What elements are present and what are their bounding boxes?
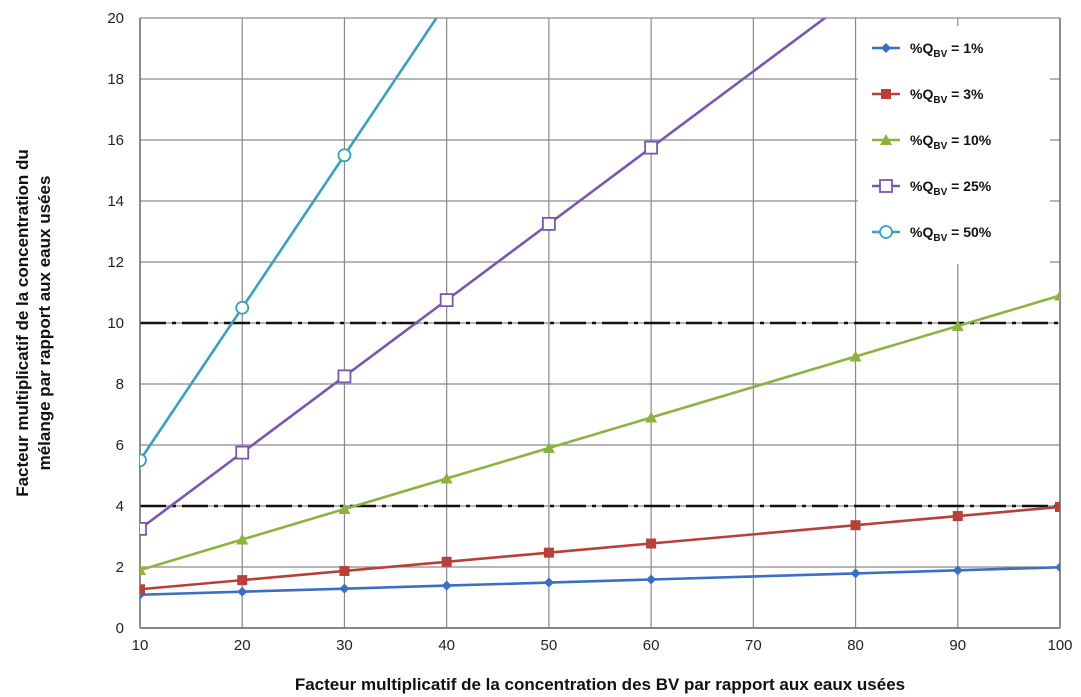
- legend-item: %QBV = 3%: [872, 86, 984, 106]
- data-point: [339, 565, 350, 576]
- x-axis-title: Facteur multiplicatif de la concentratio…: [295, 675, 905, 694]
- legend-label: %QBV = 50%: [910, 224, 992, 244]
- data-point: [1055, 562, 1060, 573]
- y-tick-label: 6: [116, 437, 124, 454]
- legend-label: %QBV = 10%: [910, 132, 992, 152]
- x-tick-label: 50: [541, 637, 558, 654]
- legend-swatch-marker: [879, 225, 893, 239]
- reference-lines: [140, 321, 1060, 508]
- data-point: [235, 445, 250, 460]
- data-point: [441, 580, 452, 591]
- y-tick-label: 14: [107, 193, 124, 210]
- legend-label: %QBV = 3%: [910, 86, 984, 106]
- data-point: [441, 556, 452, 567]
- y-axis-title-line: Facteur multiplicatif de la concentratio…: [13, 149, 32, 497]
- data-point: [1055, 501, 1060, 512]
- legend-swatch-marker: [881, 43, 891, 53]
- y-tick-label: 4: [116, 498, 124, 515]
- y-tick-label: 18: [107, 71, 124, 88]
- series-line: [140, 505, 1060, 591]
- data-point: [439, 293, 454, 308]
- series-line: [140, 566, 1060, 597]
- legend-item: %QBV = 1%: [872, 40, 984, 60]
- data-point: [543, 547, 554, 558]
- data-point: [850, 520, 861, 531]
- x-tick-label: 100: [1047, 637, 1072, 654]
- data-point: [140, 453, 147, 468]
- series-line: [140, 18, 828, 530]
- y-tick-label: 2: [116, 559, 124, 576]
- series-5: [140, 18, 439, 468]
- data-point: [140, 521, 147, 536]
- data-point: [951, 320, 964, 332]
- y-tick-label: 16: [107, 132, 124, 149]
- y-tick-label: 0: [116, 620, 124, 637]
- data-point: [235, 300, 250, 315]
- series-4: [140, 18, 828, 536]
- data-point: [339, 583, 350, 594]
- data-point: [952, 511, 963, 522]
- series-2: [140, 501, 1060, 595]
- data-point: [237, 586, 248, 597]
- y-tick-label: 10: [107, 315, 124, 332]
- legend-swatch-marker: [879, 179, 893, 193]
- legend-item: %QBV = 50%: [872, 224, 992, 244]
- legend-item: %QBV = 25%: [872, 178, 992, 198]
- data-point: [849, 350, 862, 362]
- x-tick-label: 30: [336, 637, 353, 654]
- series-line: [140, 294, 1060, 572]
- series-3: [140, 289, 1060, 576]
- series-line: [140, 18, 439, 461]
- data-point: [542, 442, 555, 454]
- data-point: [338, 503, 351, 515]
- x-tick-label: 80: [847, 637, 864, 654]
- x-tick-label: 90: [949, 637, 966, 654]
- data-point: [1054, 289, 1060, 301]
- x-tick-label: 10: [132, 637, 149, 654]
- data-point: [850, 568, 861, 579]
- data-point: [236, 533, 249, 545]
- x-tick-label: 70: [745, 637, 762, 654]
- legend-label: %QBV = 25%: [910, 178, 992, 198]
- legend: %QBV = 1% %QBV = 3% %QBV = 10% %QBV = 25% %Q…: [858, 26, 1050, 264]
- data-point: [646, 574, 657, 585]
- data-point: [440, 472, 453, 484]
- y-axis-title: Facteur multiplicatif de la concentratio…: [13, 149, 54, 497]
- y-tick-label: 20: [107, 10, 124, 27]
- x-tick-label: 20: [234, 637, 251, 654]
- data-point: [644, 140, 659, 155]
- data-point: [237, 575, 248, 586]
- axes: 0 2 4 6 8 10 12 14 16 18 20 10 20 30 40 50 60 70 80 90 100: [107, 10, 1072, 654]
- data-point: [140, 564, 146, 576]
- data-point: [541, 216, 556, 231]
- data-point: [645, 411, 658, 423]
- x-tick-label: 60: [643, 637, 660, 654]
- data-point: [646, 538, 657, 549]
- series-layer: [140, 18, 1060, 600]
- legend-item: %QBV = 10%: [872, 132, 992, 152]
- legend-swatch-marker: [880, 134, 892, 145]
- series-1: [140, 562, 1060, 600]
- data-point: [337, 369, 352, 384]
- data-point: [140, 584, 145, 595]
- legend-label: %QBV = 1%: [910, 40, 984, 60]
- y-tick-label: 8: [116, 376, 124, 393]
- y-axis-title-line: mélange par rapport aux eaux usées: [35, 176, 54, 471]
- y-tick-label: 12: [107, 254, 124, 271]
- legend-swatch-marker: [881, 89, 891, 99]
- x-tick-label: 40: [438, 637, 455, 654]
- data-point: [337, 148, 352, 163]
- data-point: [952, 565, 963, 576]
- data-point: [543, 577, 554, 588]
